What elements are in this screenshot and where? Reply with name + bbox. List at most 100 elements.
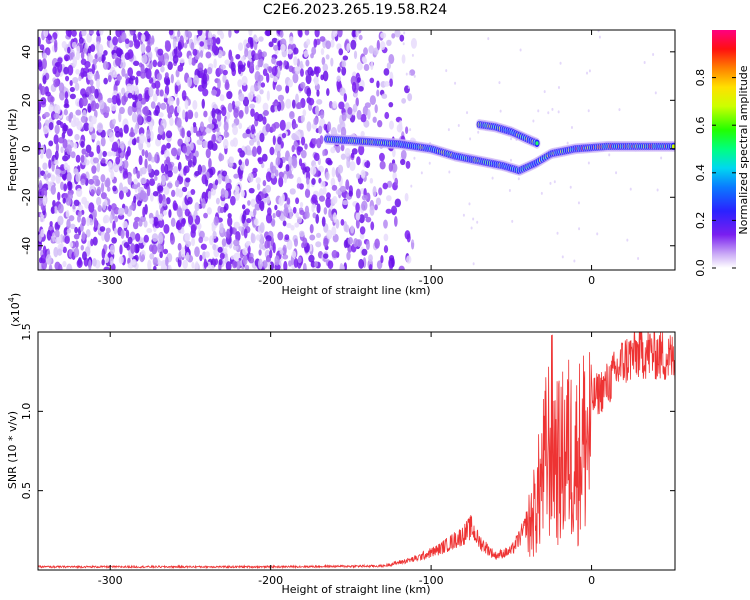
y-tick-label: 0 bbox=[20, 145, 33, 152]
spectrogram-x-ticks: -300 -200 -100 0 bbox=[98, 30, 595, 287]
y-tick-label: 40 bbox=[20, 45, 33, 59]
noise-blob bbox=[294, 222, 300, 228]
noise-blob bbox=[202, 236, 209, 242]
noise-blob bbox=[400, 149, 407, 160]
noise-blob bbox=[123, 124, 129, 134]
noise-blob bbox=[339, 264, 345, 270]
noise-blob bbox=[232, 125, 238, 136]
noise-blob bbox=[174, 179, 180, 188]
noise-blob bbox=[158, 232, 163, 240]
noise-blob bbox=[349, 161, 356, 172]
noise-blob bbox=[69, 87, 75, 93]
noise-blob bbox=[272, 101, 279, 107]
noise-blob bbox=[43, 173, 47, 180]
noise-blob bbox=[100, 174, 106, 183]
noise-blob bbox=[154, 175, 158, 181]
noise-blob bbox=[131, 183, 139, 190]
noise-blob bbox=[192, 122, 197, 128]
noise-blob bbox=[336, 43, 342, 50]
noise-blob bbox=[125, 229, 130, 239]
noise-blob bbox=[292, 157, 298, 169]
noise-blob bbox=[278, 176, 284, 188]
noise-dot bbox=[573, 259, 576, 263]
noise-blob bbox=[98, 56, 102, 63]
noise-blob bbox=[54, 104, 61, 116]
noise-blob bbox=[202, 73, 208, 85]
noise-blob bbox=[322, 149, 326, 157]
noise-blob bbox=[316, 98, 323, 105]
noise-blob bbox=[127, 105, 133, 116]
noise-blob bbox=[137, 200, 142, 207]
noise-blob bbox=[322, 186, 327, 195]
noise-blob bbox=[105, 106, 110, 114]
noise-blob bbox=[322, 70, 329, 82]
noise-blob bbox=[374, 204, 378, 211]
noise-blob bbox=[254, 111, 260, 122]
noise-blob bbox=[184, 135, 191, 143]
noise-blob bbox=[358, 85, 364, 92]
noise-blob bbox=[136, 170, 141, 179]
noise-blob bbox=[81, 196, 88, 205]
noise-blob bbox=[224, 189, 229, 199]
noise-blob bbox=[325, 40, 332, 50]
noise-blob bbox=[42, 245, 47, 256]
noise-blob bbox=[136, 182, 141, 188]
noise-blob bbox=[368, 264, 373, 270]
noise-blob bbox=[65, 209, 70, 218]
noise-blob bbox=[58, 82, 65, 93]
noise-blob bbox=[70, 151, 76, 159]
noise-blob bbox=[115, 130, 121, 138]
x-tick-label: 0 bbox=[588, 574, 595, 587]
noise-blob bbox=[125, 151, 129, 161]
noise-blob bbox=[193, 34, 198, 46]
snr-x-axis-label: Height of straight line (km) bbox=[281, 583, 430, 596]
noise-blob bbox=[161, 174, 166, 186]
noise-blob bbox=[175, 221, 180, 230]
noise-blob bbox=[138, 218, 143, 227]
noise-blob bbox=[80, 58, 87, 66]
noise-blob bbox=[88, 121, 94, 132]
noise-blob bbox=[203, 110, 208, 118]
noise-blob bbox=[255, 234, 261, 241]
noise-blob bbox=[69, 223, 76, 230]
noise-dot bbox=[547, 111, 550, 115]
noise-blob bbox=[165, 197, 171, 205]
noise-blob bbox=[296, 58, 300, 68]
noise-blob bbox=[258, 157, 264, 165]
noise-blob bbox=[47, 34, 53, 41]
noise-blob bbox=[176, 207, 183, 218]
noise-blob bbox=[188, 215, 194, 226]
noise-blob bbox=[254, 53, 260, 61]
x-tick-label: -300 bbox=[98, 574, 123, 587]
noise-blob bbox=[141, 254, 146, 261]
noise-blob bbox=[361, 200, 368, 211]
y-tick-label: 20 bbox=[20, 93, 33, 107]
noise-blob bbox=[169, 104, 174, 115]
noise-blob bbox=[165, 78, 171, 86]
noise-blob bbox=[124, 73, 129, 80]
noise-blob bbox=[296, 216, 303, 224]
noise-blob bbox=[379, 160, 386, 170]
noise-blob bbox=[280, 44, 286, 52]
noise-blob bbox=[344, 147, 351, 157]
noise-blob bbox=[100, 182, 105, 193]
noise-blob bbox=[337, 66, 341, 73]
noise-blob bbox=[268, 66, 273, 74]
noise-blob bbox=[233, 239, 240, 247]
noise-blob bbox=[266, 72, 270, 83]
noise-blob bbox=[271, 57, 276, 65]
noise-blob bbox=[116, 75, 122, 81]
noise-blob bbox=[244, 158, 249, 167]
noise-blob bbox=[92, 257, 97, 267]
noise-dot bbox=[559, 61, 562, 65]
noise-blob bbox=[238, 159, 242, 166]
noise-blob bbox=[369, 77, 375, 84]
noise-blob bbox=[315, 213, 319, 224]
noise-blob bbox=[177, 161, 182, 172]
noise-blob bbox=[168, 30, 174, 36]
noise-blob bbox=[372, 116, 377, 123]
noise-dot bbox=[448, 170, 451, 174]
noise-blob bbox=[140, 71, 146, 79]
noise-blob bbox=[120, 229, 125, 239]
noise-blob bbox=[71, 30, 77, 37]
